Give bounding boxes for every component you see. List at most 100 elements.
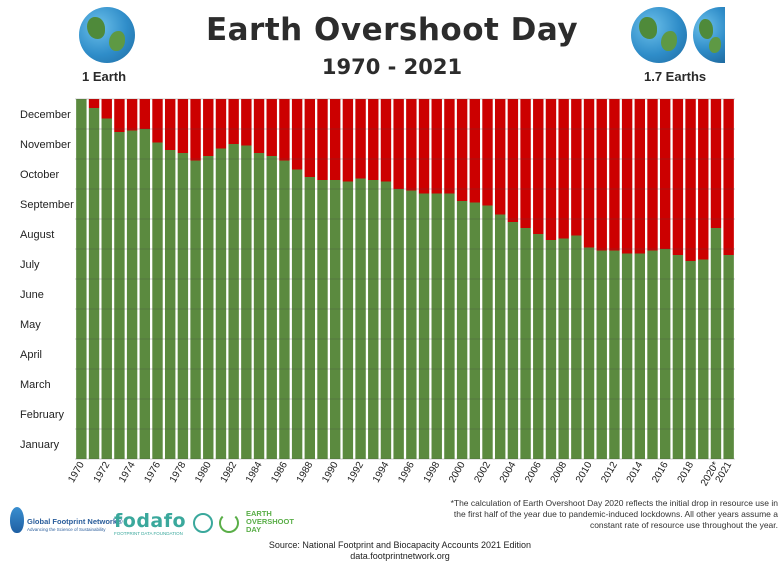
bar-overshoot-day-1996 (406, 190, 417, 459)
bar-overshoot-remainder-2002 (482, 99, 493, 206)
bar-overshoot-remainder-1995 (393, 99, 404, 189)
bar-overshoot-day-1999 (444, 193, 455, 459)
y-tick-label: August (20, 229, 54, 241)
y-axis-labels: January February March April May June July Augu… (20, 109, 74, 451)
bar-overshoot-remainder-1974 (126, 99, 138, 131)
y-tick-label: June (20, 289, 44, 301)
fodafo-logo[interactable]: fodafo (114, 510, 187, 532)
bar-overshoot-remainder-1986 (279, 99, 290, 161)
bar-overshoot-remainder-1994 (380, 99, 392, 182)
bar-overshoot-day-1997 (418, 193, 430, 459)
bar-overshoot-remainder-2012 (609, 99, 620, 251)
bar-overshoot-day-1979 (190, 160, 201, 459)
eod-line: OVERSHOOT (246, 517, 294, 526)
bar-overshoot-remainder-1975 (139, 99, 151, 129)
bar-overshoot-remainder-1993 (368, 99, 379, 180)
bar-overshoot-day-1976 (152, 142, 163, 459)
earth-overshoot-day-logo[interactable]: EARTH OVERSHOOT DAY (246, 510, 294, 534)
bar-overshoot-day-2000 (456, 201, 468, 459)
bar-overshoot-day-2010 (583, 247, 595, 459)
bar-overshoot-remainder-1991 (342, 99, 354, 182)
globe-icon (193, 513, 213, 533)
x-tick-label: 1978 (168, 460, 189, 485)
x-tick-label: 1976 (142, 460, 163, 485)
x-tick-label: 2006 (523, 460, 544, 485)
bar-overshoot-day-1981 (215, 148, 227, 459)
bar-overshoot-remainder-2008 (558, 99, 569, 239)
bar-overshoot-day-1973 (114, 132, 125, 459)
bar-overshoot-remainder-1984 (253, 99, 265, 153)
bar-overshoot-remainder-1992 (355, 99, 366, 179)
bar-overshoot-day-1975 (139, 129, 151, 459)
bar-overshoot-day-1971 (88, 108, 100, 459)
x-tick-label: 2008 (549, 460, 570, 485)
bar-overshoot-day-2016 (659, 249, 671, 459)
gfn-name: Global Footprint Network® (27, 517, 123, 526)
bar-overshoot-remainder-2009 (571, 99, 582, 236)
bar-overshoot-remainder-1976 (152, 99, 163, 143)
chart-title: Earth Overshoot Day (205, 12, 579, 48)
bar-overshoot-remainder-1989 (317, 99, 328, 180)
bar-overshoot-remainder-2007 (545, 99, 557, 240)
bar-overshoot-remainder-1971 (88, 99, 100, 108)
x-tick-label: 1996 (396, 460, 417, 485)
x-tick-label: 1980 (193, 460, 214, 485)
bar-overshoot-day-1988 (304, 177, 316, 459)
bar-overshoot-day-1974 (126, 130, 138, 459)
x-tick-label: 2018 (676, 460, 697, 485)
bar-overshoot-remainder-1999 (444, 99, 455, 194)
bar-overshoot-day-1994 (380, 181, 392, 459)
bar-overshoot-remainder-2013 (621, 99, 633, 254)
bar-overshoot-day-1995 (393, 189, 404, 459)
bar-overshoot-day-2013 (621, 253, 633, 459)
bar-overshoot-day-2002 (482, 205, 493, 459)
bar-overshoot-remainder-1987 (291, 99, 303, 170)
bar-overshoot-day-2008 (558, 238, 569, 459)
bar-overshoot-remainder-2010 (583, 99, 595, 248)
source-line: Source: National Footprint and Biocapaci… (268, 540, 532, 550)
bar-overshoot-day-2005 (520, 228, 531, 459)
globe-icon (631, 7, 687, 63)
bar-overshoot-remainder-1981 (215, 99, 227, 149)
bar-overshoot-remainder-1988 (304, 99, 316, 177)
x-tick-label: 2000 (447, 460, 468, 485)
earths-needed-label: 1.7 Earths (644, 69, 707, 84)
bar-overshoot-remainder-2018 (685, 99, 696, 261)
bar-overshoot-remainder-1982 (228, 99, 239, 144)
x-tick-label: 1982 (219, 460, 240, 485)
bar-overshoot-remainder-1972 (101, 99, 112, 119)
bar-overshoot-day-1987 (291, 169, 303, 459)
bar-overshoot-remainder-2014 (634, 99, 646, 254)
bar-overshoot-day-1972 (101, 118, 112, 459)
y-tick-label: December (20, 109, 71, 121)
bar-overshoot-remainder-1979 (190, 99, 201, 161)
y-tick-label: February (20, 409, 65, 421)
bar-overshoot-remainder-2019 (698, 99, 709, 260)
global-footprint-network-logo[interactable]: Global Footprint Network® Advancing the … (10, 505, 123, 545)
bar-overshoot-remainder-1998 (431, 99, 442, 194)
footprint-icon (10, 507, 24, 533)
fodafo-tagline: FOOTPRINT DATA FOUNDATION (114, 531, 183, 536)
y-tick-label: January (20, 439, 60, 451)
x-tick-label: 1984 (244, 460, 265, 485)
bar-overshoot-day-1989 (317, 180, 328, 459)
x-tick-label: 1990 (320, 460, 341, 485)
bar-overshoot-day-1983 (241, 145, 252, 459)
x-tick-label: 1988 (295, 460, 316, 485)
bar-overshoot-day-1993 (368, 180, 379, 459)
bar-overshoot-day-2019 (698, 259, 709, 459)
x-tick-label: 2016 (650, 460, 671, 485)
x-tick-label: 1994 (371, 460, 392, 485)
source-url[interactable]: data.footprintnetwork.org (350, 551, 450, 561)
bar-overshoot-remainder-1985 (266, 99, 277, 156)
y-tick-label: November (20, 139, 71, 151)
bar-overshoot-remainder-2016 (659, 99, 671, 249)
x-tick-label: 1974 (117, 460, 138, 485)
bar-overshoot-remainder-1997 (418, 99, 430, 194)
y-tick-label: October (20, 169, 59, 181)
eod-line: EARTH (246, 509, 272, 518)
x-tick-label: 1998 (422, 460, 443, 485)
bar-overshoot-remainder-2017 (672, 99, 684, 255)
one-earth-label: 1 Earth (82, 69, 127, 84)
bar-overshoot-day-2009 (571, 235, 582, 459)
